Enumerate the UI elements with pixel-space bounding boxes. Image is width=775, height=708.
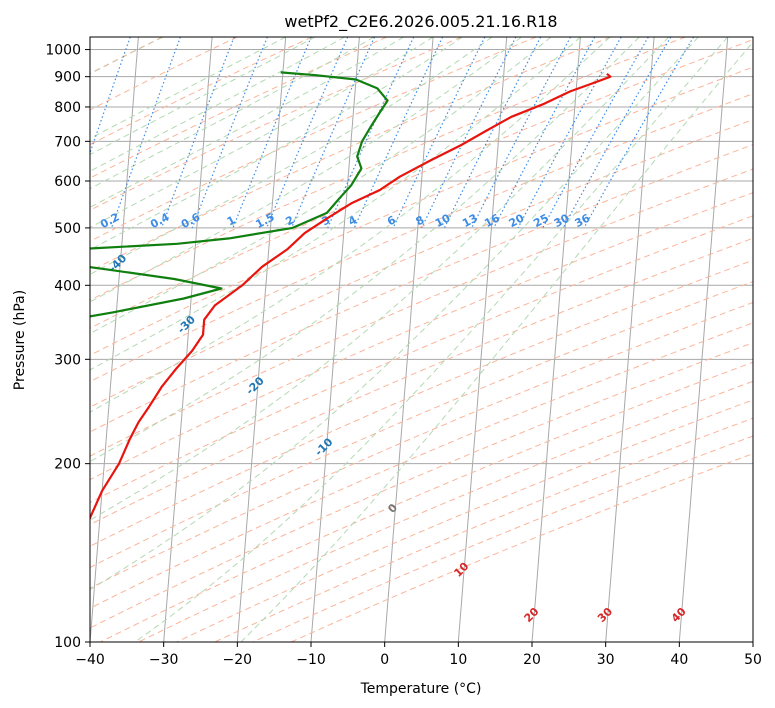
x-axis-ticks: −40 −30 −20 −10 0 10 20 30 40 50: [75, 642, 762, 668]
x-tick-label: −30: [149, 652, 179, 668]
mixing-ratio-label: 13: [460, 211, 480, 230]
dry-adiabat: [90, 301, 753, 589]
mixing-ratio-label: 30: [552, 211, 572, 230]
y-tick-label: 600: [54, 174, 81, 190]
dry-adiabat: [90, 93, 753, 383]
y-tick-label: 900: [54, 70, 81, 86]
dry-adiabat: [90, 144, 753, 433]
mixing-ratio-line: [160, 37, 235, 229]
y-tick-label: 100: [54, 635, 81, 651]
moist-adiabat: [90, 37, 640, 463]
isotherm-line: [531, 37, 581, 642]
dry-adiabat: [90, 37, 387, 179]
dry-adiabat: [90, 37, 686, 301]
moist-adiabat-lines: [90, 37, 753, 642]
x-axis-label: Temperature (°C): [360, 681, 482, 697]
x-tick-label: 40: [670, 652, 688, 668]
moist-adiabat: [90, 37, 463, 251]
isotherm-line: [384, 37, 434, 642]
plot-frame: [89, 36, 754, 643]
mixing-ratio-lines: [90, 37, 695, 229]
dry-adiabat: [90, 37, 611, 272]
moist-adiabat: [134, 37, 729, 642]
y-axis-label: Pressure (hPa): [12, 290, 28, 390]
y-tick-label: 1000: [45, 43, 81, 59]
moist-adiabat: [90, 37, 404, 208]
mixing-ratio-label: 36: [573, 211, 593, 230]
moist-adiabat: [90, 37, 434, 229]
mixing-ratio-line: [232, 37, 312, 229]
mixing-ratio-label: 10: [433, 211, 453, 230]
mixing-ratio-line: [191, 37, 268, 229]
x-tick-label: 0: [380, 652, 389, 668]
dewpoint-profile: [90, 71, 389, 318]
dry-adiabat: [90, 37, 537, 242]
moist-adiabat: [90, 37, 493, 275]
y-tick-label: 800: [54, 100, 81, 116]
moist-adiabat: [90, 37, 522, 303]
mixing-ratio-label: 16: [482, 211, 502, 230]
mixing-ratio-label: 20: [507, 211, 527, 230]
moist-adiabat: [90, 37, 552, 335]
moist-adiabat: [90, 37, 316, 156]
dry-adiabat: [90, 119, 753, 408]
y-tick-label: 500: [54, 221, 81, 237]
x-tick-label: −20: [223, 652, 253, 668]
x-tick-label: 30: [597, 652, 615, 668]
x-tick-label: −40: [75, 652, 105, 668]
x-tick-label: 50: [744, 652, 762, 668]
dry-adiabat: [90, 168, 753, 457]
mixing-ratio-line: [110, 37, 181, 229]
chart-title: wetPf2_C2E6.2026.005.21.16.R18: [284, 12, 557, 32]
mixing-ratio-line: [290, 37, 376, 229]
y-tick-label: 400: [54, 278, 81, 294]
mixing-ratio-line: [266, 37, 349, 229]
isotherm-line: [457, 37, 508, 642]
mixing-ratio-line: [421, 37, 517, 229]
dry-adiabat: [90, 237, 753, 526]
y-tick-label: 200: [54, 457, 81, 473]
x-tick-label: 10: [449, 652, 467, 668]
mixing-ratio-line: [542, 37, 649, 229]
x-tick-label: 20: [523, 652, 541, 668]
mixing-ratio-line: [517, 37, 622, 229]
x-tick-label: −10: [296, 652, 326, 668]
y-tick-label: 700: [54, 134, 81, 150]
dry-adiabat: [90, 66, 753, 356]
y-tick-label: 300: [54, 352, 81, 368]
mixing-ratio-line: [493, 37, 596, 229]
isotherm-line: [678, 37, 729, 642]
moist-adiabat: [90, 37, 670, 521]
moist-adiabat: [90, 37, 581, 371]
temperature-profile: [90, 72, 612, 521]
isotherm-line: [90, 37, 139, 642]
profile-series: [90, 71, 612, 521]
isotherm-line: [605, 37, 655, 642]
moist-adiabat: [90, 37, 286, 140]
mixing-ratio-line: [471, 37, 572, 229]
moist-adiabat: [90, 37, 611, 413]
moist-adiabat: [90, 37, 699, 591]
isotherm-line: [236, 37, 287, 642]
y-axis-ticks: 100 200 300 400 500 600 700 800 900 1000: [45, 43, 90, 651]
mixing-ratio-label: 25: [531, 211, 551, 230]
mixing-ratio-line: [90, 37, 131, 155]
dry-adiabat: [100, 361, 753, 642]
plot-area: 0.10.20.40.611.52346810131620253036-100-…: [90, 37, 753, 642]
moist-adiabat: [240, 41, 753, 642]
